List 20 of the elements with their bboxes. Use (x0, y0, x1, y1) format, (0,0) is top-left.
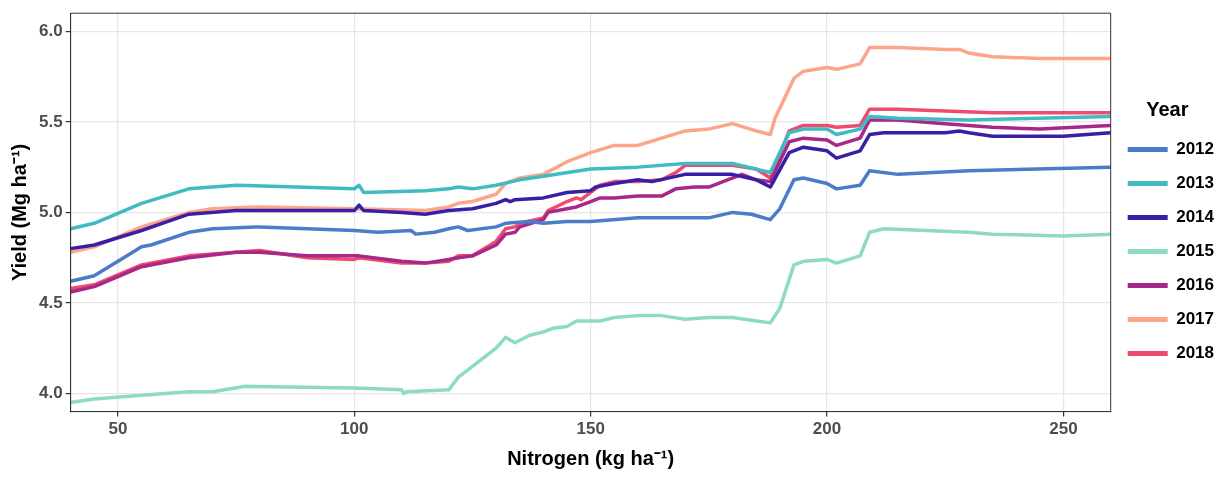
legend-label: 2015 (1176, 241, 1215, 261)
y-axis-title: Yield (Mg ha⁻¹) (7, 143, 30, 282)
y-tick-label: 4.0 (38, 383, 63, 403)
x-axis-title: Nitrogen (kg ha⁻¹) (507, 446, 675, 469)
y-tick-label: 6.0 (38, 21, 63, 40)
legend-title: Year (1146, 97, 1189, 120)
legend-label: 2016 (1176, 275, 1215, 295)
x-tick-label: 100 (340, 419, 369, 439)
x-tick-label: 150 (576, 419, 605, 439)
legend-label: 2017 (1176, 309, 1215, 329)
x-tick-label: 200 (812, 419, 842, 439)
x-tick-label: 50 (108, 419, 128, 439)
legend-label: 2013 (1176, 173, 1215, 193)
legend-label: 2018 (1176, 343, 1215, 363)
y-tick-label: 5.0 (38, 202, 63, 222)
y-tick-label: 5.5 (38, 111, 63, 131)
legend-label: 2014 (1176, 207, 1215, 227)
x-tick-label: 250 (1049, 419, 1078, 439)
y-tick-label: 4.5 (38, 292, 63, 312)
legend-label: 2012 (1176, 139, 1215, 159)
